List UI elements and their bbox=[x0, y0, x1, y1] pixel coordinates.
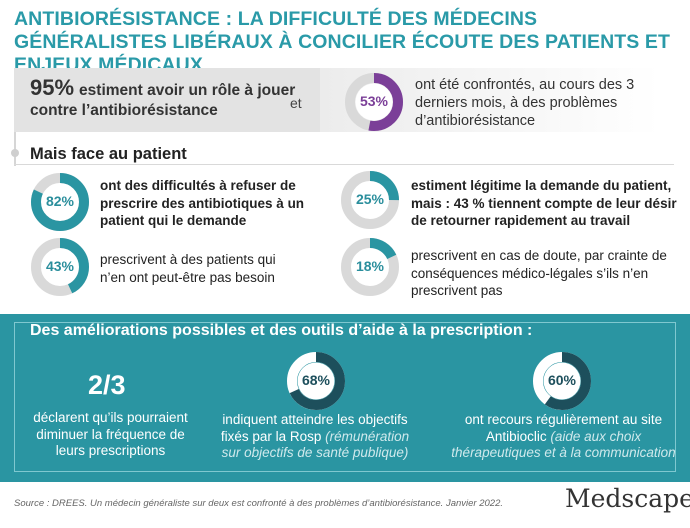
donut-53-fill bbox=[345, 73, 403, 131]
donut-25-label: 25% bbox=[355, 191, 385, 207]
page-title: ANTIBIORÉSISTANCE : LA DIFFICULTÉ DES MÉ… bbox=[14, 8, 671, 76]
improvement-1-text: déclarent qu’ils pourraient diminuer la … bbox=[33, 410, 188, 458]
bullet-dot bbox=[11, 149, 19, 157]
donut-82-label: 82% bbox=[45, 193, 75, 209]
item-43-text: prescrivent à des patients qui n’en ont … bbox=[100, 252, 276, 285]
donut-43-label: 43% bbox=[45, 258, 75, 274]
donut-53 bbox=[345, 73, 403, 131]
improvements-frame bbox=[14, 322, 676, 472]
donut-60-label: 60% bbox=[547, 372, 577, 388]
donut-82 bbox=[31, 173, 89, 231]
improvement-2-note: (rémunération sur objectifs de santé pub… bbox=[221, 428, 410, 461]
donut-68-label: 68% bbox=[301, 372, 331, 388]
medscape-logo: Medscape bbox=[565, 484, 690, 513]
donut-53-label: 53% bbox=[359, 93, 389, 109]
stat-95-text: estiment avoir un rôle à jouer contre l’… bbox=[30, 82, 296, 119]
improvement-2-main: indiquent atteindre les objectifs fixés … bbox=[220, 412, 408, 444]
stat-two-thirds: 2/3 bbox=[88, 370, 126, 400]
donut-60 bbox=[533, 352, 591, 410]
donut-18-label: 18% bbox=[355, 258, 385, 274]
source-note: Source : DREES. Un médecin généraliste s… bbox=[14, 498, 503, 509]
donut-43 bbox=[31, 238, 89, 296]
item-18-text: prescrivent en cas de doute, par crainte… bbox=[411, 248, 667, 298]
improvement-3-main: ont recours régulièrement au site Antibi… bbox=[464, 412, 663, 444]
stat-95: 95% estiment avoir un rôle à jouer contre… bbox=[30, 75, 320, 121]
item-25-text: estiment légitime la demande du patient,… bbox=[411, 178, 677, 228]
donut-18 bbox=[341, 238, 399, 296]
connector-et: et bbox=[290, 95, 302, 111]
donut-25 bbox=[341, 171, 399, 229]
improvement-2-text: indiquent atteindre les objectifs fixés … bbox=[210, 412, 420, 462]
section-title: Mais face au patient bbox=[30, 145, 187, 163]
divider-horizontal bbox=[14, 164, 674, 165]
highlight-box bbox=[14, 68, 320, 132]
improvement-3-text: ont recours régulièrement au site Antibi… bbox=[446, 412, 681, 462]
stat-95-value: 95% bbox=[30, 75, 75, 100]
stat-53-text: ont été confrontés, au cours des 3 derni… bbox=[415, 77, 635, 129]
improvements-title: Des améliorations possibles et des outil… bbox=[30, 322, 533, 339]
donut-68 bbox=[287, 352, 345, 410]
improvement-3-note: (aide aux choix thérapeutiques et à la c… bbox=[451, 428, 676, 461]
item-82-text: ont des difficultés à refuser de prescri… bbox=[100, 178, 305, 228]
